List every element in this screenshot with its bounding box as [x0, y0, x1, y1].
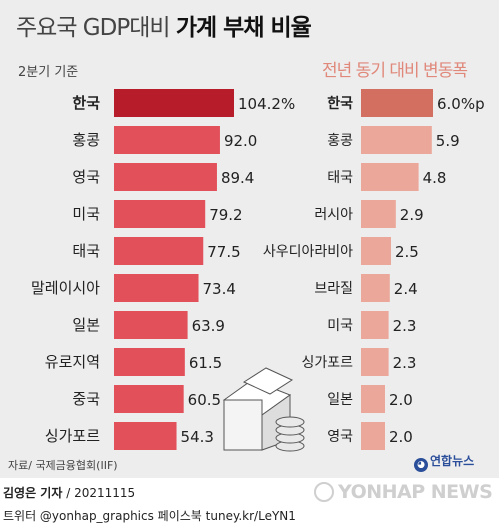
left-category-label: 말레이시아: [31, 279, 100, 297]
left-category-label: 태국: [72, 242, 100, 260]
left-bar: [114, 385, 184, 413]
right-category-label: 홍콩: [327, 133, 353, 149]
left-bar: [114, 311, 188, 339]
left-bar: [114, 89, 234, 117]
right-category-label: 싱가포르: [301, 355, 353, 371]
left-bar: [114, 126, 220, 154]
left-value-label: 61.5: [189, 354, 222, 372]
left-value-label: 92.0: [224, 132, 257, 150]
right-bar: [361, 89, 433, 117]
logo-text: 연합뉴스: [430, 454, 475, 468]
right-bar: [361, 126, 432, 154]
yonhap-logo: ◕ 연합뉴스: [414, 452, 474, 472]
left-bar: [114, 200, 206, 228]
right-category-label: 러시아: [314, 207, 353, 223]
right-chart-title: 전년 동기 대비 변동폭: [322, 61, 468, 81]
bar-charts: 한국 104.2% 홍콩 92.0 영국 89.4 미국 79.2 태국 77.5 말레이시아 73.…: [31, 89, 485, 452]
money-stack-front-icon: [223, 399, 263, 451]
right-category-label: 영국: [327, 429, 353, 445]
author-line: 김영은 기자 / 20211115: [3, 484, 135, 501]
right-bar: [361, 348, 389, 376]
right-value-label: 2.4: [394, 280, 418, 298]
watermark-logo-icon: [314, 482, 334, 502]
right-category-label: 사우디아라비아: [263, 244, 353, 260]
right-value-label: 2.0: [389, 391, 413, 409]
left-bar: [114, 237, 204, 265]
right-value-label: 2.3: [393, 317, 417, 335]
chart-title: 주요국 GDP대비 가계 부채 비율: [16, 8, 312, 42]
right-bar: [361, 200, 396, 228]
right-category-label: 한국: [327, 96, 353, 112]
left-category-label: 싱가포르: [45, 427, 100, 445]
left-value-label: 54.3: [181, 428, 214, 446]
left-category-label: 일본: [72, 316, 100, 334]
left-bar: [114, 274, 199, 302]
yonhap-logo-icon: ◕: [414, 458, 428, 472]
right-bar: [361, 422, 385, 450]
right-value-label: 4.8: [423, 169, 447, 187]
left-bar: [114, 422, 177, 450]
left-bar: [114, 163, 217, 191]
watermark-text: YONHAP NEWS: [338, 481, 493, 503]
left-value-label: 63.9: [192, 317, 225, 335]
left-value-label: 79.2: [209, 206, 242, 224]
banknote-icon: [242, 367, 294, 395]
social-links: 트위터 @yonhap_graphics 페이스북 tuney.kr/LeYN1: [3, 509, 296, 523]
right-value-label: 5.9: [436, 132, 460, 150]
right-bar: [361, 163, 419, 191]
right-value-label: 2.0: [389, 428, 413, 446]
left-category-label: 유로지역: [45, 353, 100, 371]
right-bar: [361, 311, 389, 339]
right-category-label: 미국: [327, 318, 353, 334]
left-value-label: 77.5: [207, 243, 240, 261]
left-category-label: 홍콩: [72, 131, 100, 149]
left-value-label: 60.5: [188, 391, 221, 409]
right-category-label: 일본: [327, 392, 353, 408]
source-note: 자료/ 국제금융협회(IIF): [8, 459, 118, 472]
right-value-label: 2.5: [395, 243, 419, 261]
author-name: 김영은 기자: [3, 486, 63, 500]
title-bold: 가계 부채 비율: [175, 15, 312, 41]
author-date: / 20211115: [62, 486, 136, 500]
left-value-label: 89.4: [221, 169, 254, 187]
left-category-label: 영국: [72, 168, 100, 186]
coin-icon: [275, 416, 305, 428]
left-value-label: 104.2%: [238, 95, 295, 113]
left-value-label: 73.4: [203, 280, 236, 298]
right-value-label: 6.0%p: [437, 95, 485, 113]
left-category-label: 미국: [72, 205, 100, 223]
right-category-label: 브라질: [314, 281, 353, 297]
left-bar: [114, 348, 185, 376]
right-bar: [361, 385, 385, 413]
watermark: YONHAP NEWS: [314, 481, 493, 503]
left-category-label: 한국: [72, 94, 100, 112]
right-category-label: 태국: [327, 170, 353, 186]
right-bar: [361, 237, 391, 265]
left-chart-subtitle: 2분기 기준: [18, 65, 79, 80]
left-category-label: 중국: [72, 390, 100, 408]
right-value-label: 2.3: [393, 354, 417, 372]
right-value-label: 2.9: [400, 206, 424, 224]
right-bar: [361, 274, 390, 302]
title-regular: 주요국 GDP대비: [16, 15, 171, 41]
